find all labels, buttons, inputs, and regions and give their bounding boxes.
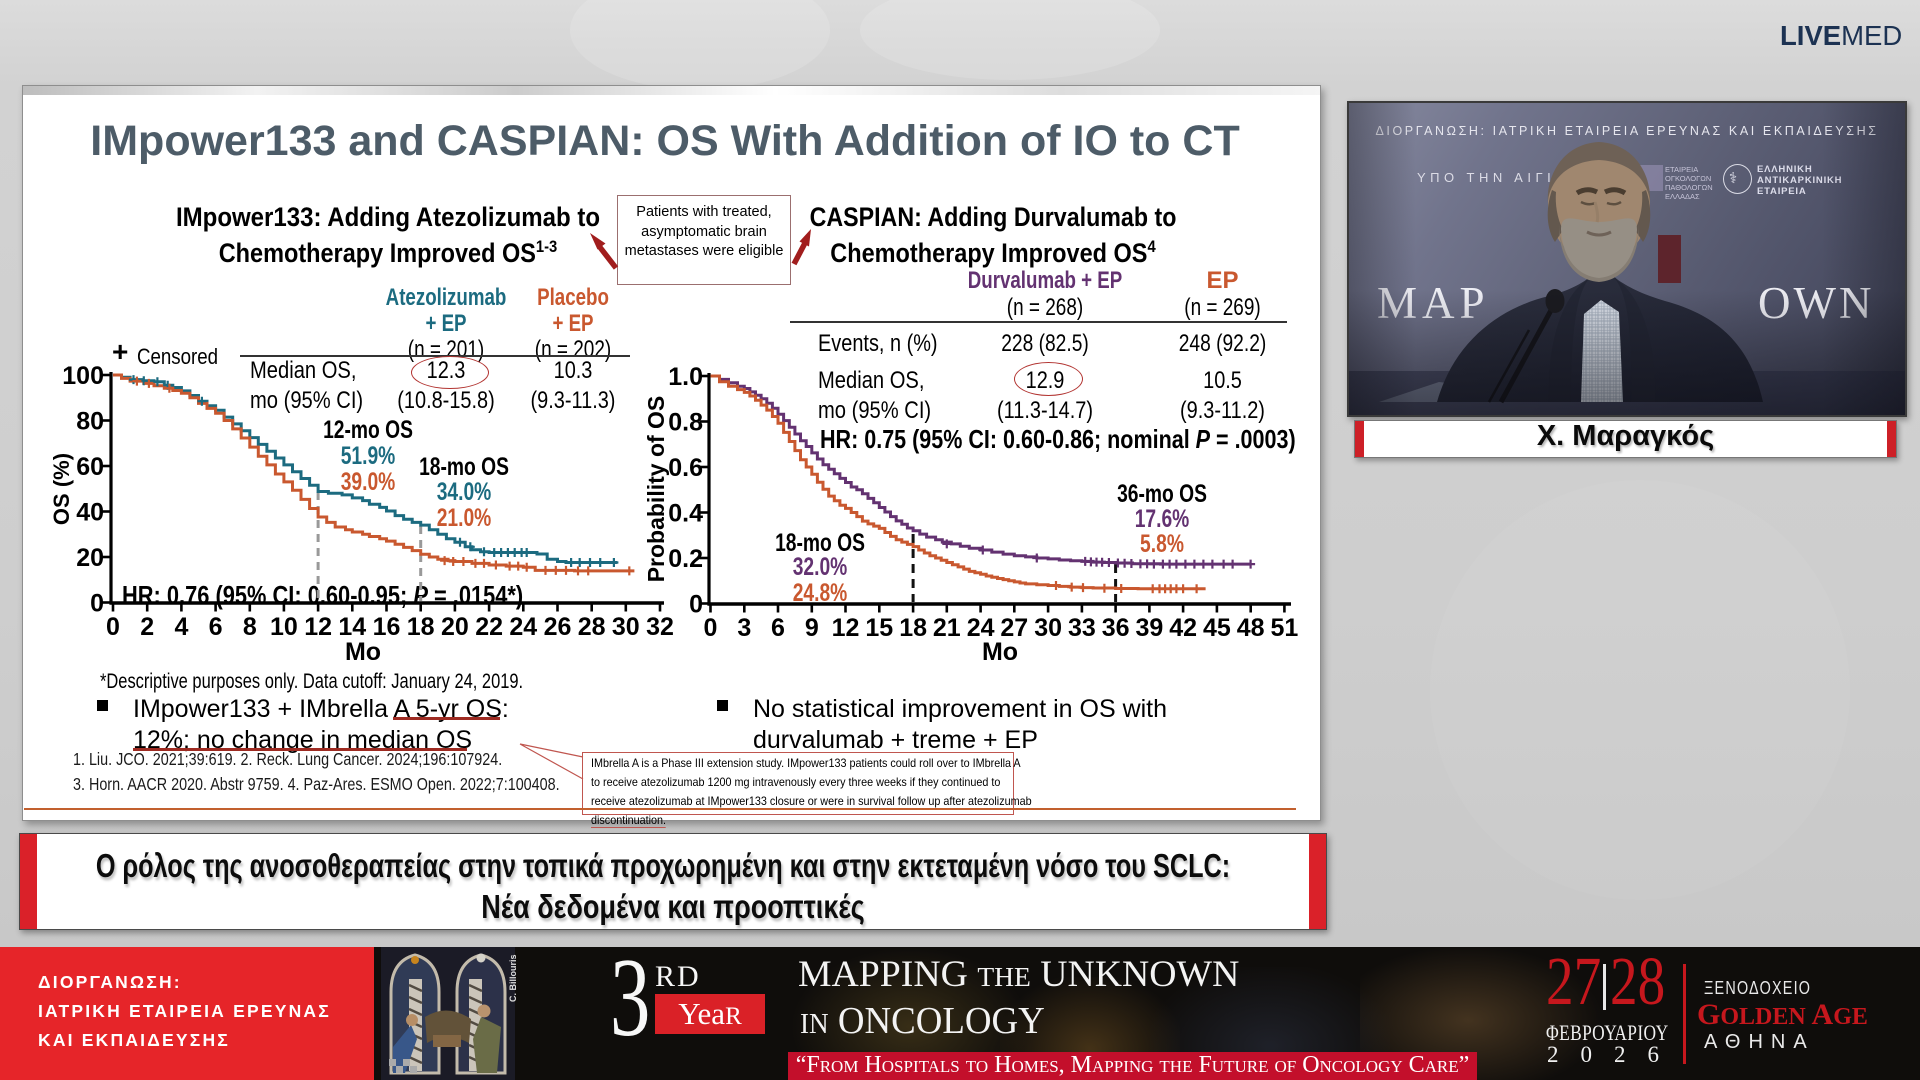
svg-text:30: 30 xyxy=(1034,614,1062,642)
svg-text:20: 20 xyxy=(76,544,104,572)
svg-text:18: 18 xyxy=(899,614,927,642)
svg-text:9: 9 xyxy=(805,614,819,642)
svg-text:30: 30 xyxy=(612,613,640,641)
svg-text:39: 39 xyxy=(1135,614,1163,642)
svg-text:0: 0 xyxy=(90,590,104,618)
svg-text:8: 8 xyxy=(243,613,257,641)
svg-text:0: 0 xyxy=(704,614,718,642)
svg-text:24: 24 xyxy=(509,613,537,641)
svg-text:14: 14 xyxy=(338,613,366,641)
svg-text:0: 0 xyxy=(689,591,703,619)
svg-text:33: 33 xyxy=(1068,614,1096,642)
svg-text:60: 60 xyxy=(76,453,104,481)
svg-text:0.4: 0.4 xyxy=(668,500,703,528)
svg-text:0.8: 0.8 xyxy=(668,409,703,437)
svg-text:0.6: 0.6 xyxy=(668,454,703,482)
svg-text:6: 6 xyxy=(771,614,785,642)
svg-text:45: 45 xyxy=(1203,614,1231,642)
svg-text:3: 3 xyxy=(737,614,751,642)
svg-text:24: 24 xyxy=(967,614,995,642)
svg-text:18: 18 xyxy=(407,613,435,641)
svg-text:15: 15 xyxy=(865,614,893,642)
svg-text:12: 12 xyxy=(304,613,332,641)
svg-text:40: 40 xyxy=(76,499,104,527)
svg-text:22: 22 xyxy=(475,613,503,641)
svg-text:32: 32 xyxy=(646,613,674,641)
svg-text:36: 36 xyxy=(1102,614,1130,642)
svg-text:21: 21 xyxy=(933,614,961,642)
svg-text:4: 4 xyxy=(174,613,188,641)
svg-text:48: 48 xyxy=(1237,614,1265,642)
svg-text:10: 10 xyxy=(270,613,298,641)
svg-text:16: 16 xyxy=(373,613,401,641)
svg-text:20: 20 xyxy=(441,613,469,641)
svg-text:0: 0 xyxy=(106,613,120,641)
svg-text:0.2: 0.2 xyxy=(668,545,703,573)
svg-text:27: 27 xyxy=(1000,614,1028,642)
svg-text:26: 26 xyxy=(544,613,572,641)
svg-text:6: 6 xyxy=(209,613,223,641)
svg-text:51: 51 xyxy=(1270,614,1298,642)
svg-text:42: 42 xyxy=(1169,614,1197,642)
svg-text:12: 12 xyxy=(832,614,860,642)
svg-text:1.0: 1.0 xyxy=(668,363,703,391)
svg-text:80: 80 xyxy=(76,408,104,436)
svg-text:100: 100 xyxy=(62,362,104,390)
svg-text:28: 28 xyxy=(578,613,606,641)
svg-text:2: 2 xyxy=(140,613,154,641)
